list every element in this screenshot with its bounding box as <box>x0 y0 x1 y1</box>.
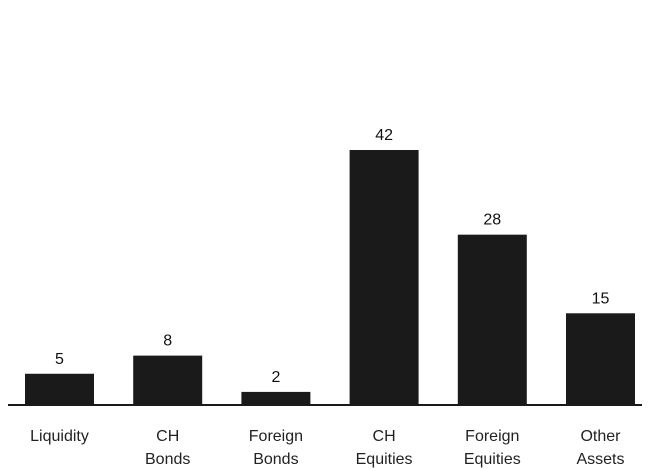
bar-0 <box>25 373 94 404</box>
category-label-5-line-1: Assets <box>576 451 624 468</box>
value-label-4: 28 <box>483 212 501 229</box>
category-label-3-line-1: Equities <box>356 451 413 468</box>
value-label-3: 42 <box>375 127 393 144</box>
category-label-1-line-0: CH <box>156 428 179 445</box>
value-label-2: 2 <box>271 369 280 386</box>
value-label-0: 5 <box>55 351 64 368</box>
category-label-1-line-1: Bonds <box>145 451 190 468</box>
bars-group <box>25 150 635 404</box>
category-label-4-line-1: Equities <box>464 451 521 468</box>
category-label-0-line-0: Liquidity <box>30 428 89 445</box>
category-label-2-line-1: Bonds <box>253 451 298 468</box>
category-label-5-line-0: Other <box>580 428 621 445</box>
value-labels-group: 5 8 2 42 28 15 <box>55 127 609 386</box>
category-label-3-line-0: CH <box>373 428 396 445</box>
bar-2 <box>241 391 311 404</box>
bar-4 <box>457 234 527 404</box>
bar-1 <box>133 355 203 404</box>
bar-3 <box>349 150 419 404</box>
category-label-4-line-0: Foreign <box>465 428 519 445</box>
category-labels-group: Liquidity CH Bonds Foreign Bonds CH Equities Fo… <box>30 428 624 468</box>
bar-5 <box>566 313 635 404</box>
category-label-2-line-0: Foreign <box>249 428 303 445</box>
value-label-1: 8 <box>163 333 172 350</box>
value-label-5: 15 <box>592 290 610 307</box>
